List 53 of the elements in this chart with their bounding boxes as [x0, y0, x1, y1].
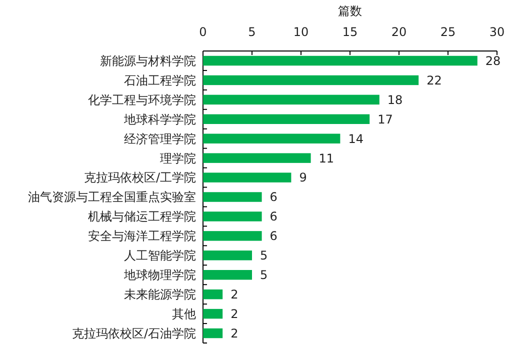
- x-tick-label: 20: [391, 25, 407, 39]
- data-label: 6: [270, 229, 278, 244]
- data-label: 9: [299, 170, 307, 185]
- y-tick-label: 克拉玛依校区/工学院: [84, 170, 196, 185]
- x-axis-title: 篇数: [338, 4, 362, 18]
- y-tick-label: 其他: [172, 307, 196, 321]
- data-label: 28: [485, 54, 501, 68]
- x-tick-label: 5: [248, 25, 256, 39]
- bar: [203, 270, 252, 280]
- data-label: 22: [426, 73, 442, 88]
- data-label: 14: [348, 132, 364, 146]
- y-tick-label: 地球物理学院: [123, 268, 196, 282]
- y-tick-label: 经济管理学院: [124, 132, 196, 146]
- bar: [203, 94, 380, 105]
- bar: [203, 56, 478, 66]
- data-label: 17: [378, 112, 393, 126]
- data-label: 18: [387, 92, 403, 107]
- data-label: 2: [230, 326, 238, 340]
- y-tick-label: 克拉玛依校区/石油学院: [72, 326, 196, 340]
- x-tick-label: 0: [199, 25, 207, 39]
- bar: [203, 134, 340, 144]
- y-tick-label: 油气资源与工程全国重点实验室: [28, 190, 196, 204]
- data-label: 5: [260, 268, 268, 282]
- y-tick-label: 未来能源学院: [124, 288, 196, 302]
- y-tick-label: 安全与海洋工程学院: [88, 229, 196, 244]
- bar: [203, 192, 262, 202]
- data-label: 6: [270, 190, 278, 204]
- y-tick-label: 人工智能学院: [124, 248, 196, 263]
- data-label: 2: [230, 307, 238, 321]
- y-tick-label: 石油工程学院: [124, 73, 196, 88]
- y-tick-label: 化学工程与环境学院: [88, 92, 196, 107]
- y-tick-label: 机械与储运工程学院: [88, 210, 196, 224]
- bar: [203, 212, 262, 222]
- data-label: 11: [318, 151, 334, 166]
- bar: [203, 153, 311, 163]
- bar: [203, 289, 223, 300]
- y-tick-label: 地球科学学院: [123, 112, 196, 126]
- bar: [203, 308, 223, 319]
- bar: [203, 250, 252, 260]
- x-tick-label: 15: [342, 25, 358, 39]
- data-label: 6: [270, 210, 278, 224]
- data-label: 2: [230, 288, 238, 302]
- bar: [203, 231, 262, 241]
- y-tick-label: 新能源与材料学院: [100, 54, 196, 68]
- x-tick-label: 25: [440, 25, 456, 39]
- x-tick-label: 10: [293, 25, 309, 39]
- bar: [203, 75, 419, 86]
- x-tick-label: 30: [489, 25, 505, 39]
- data-label: 5: [260, 248, 268, 263]
- bar: [203, 328, 223, 338]
- y-tick-label: 理学院: [160, 151, 196, 166]
- bar: [203, 172, 292, 182]
- bar: [203, 114, 370, 124]
